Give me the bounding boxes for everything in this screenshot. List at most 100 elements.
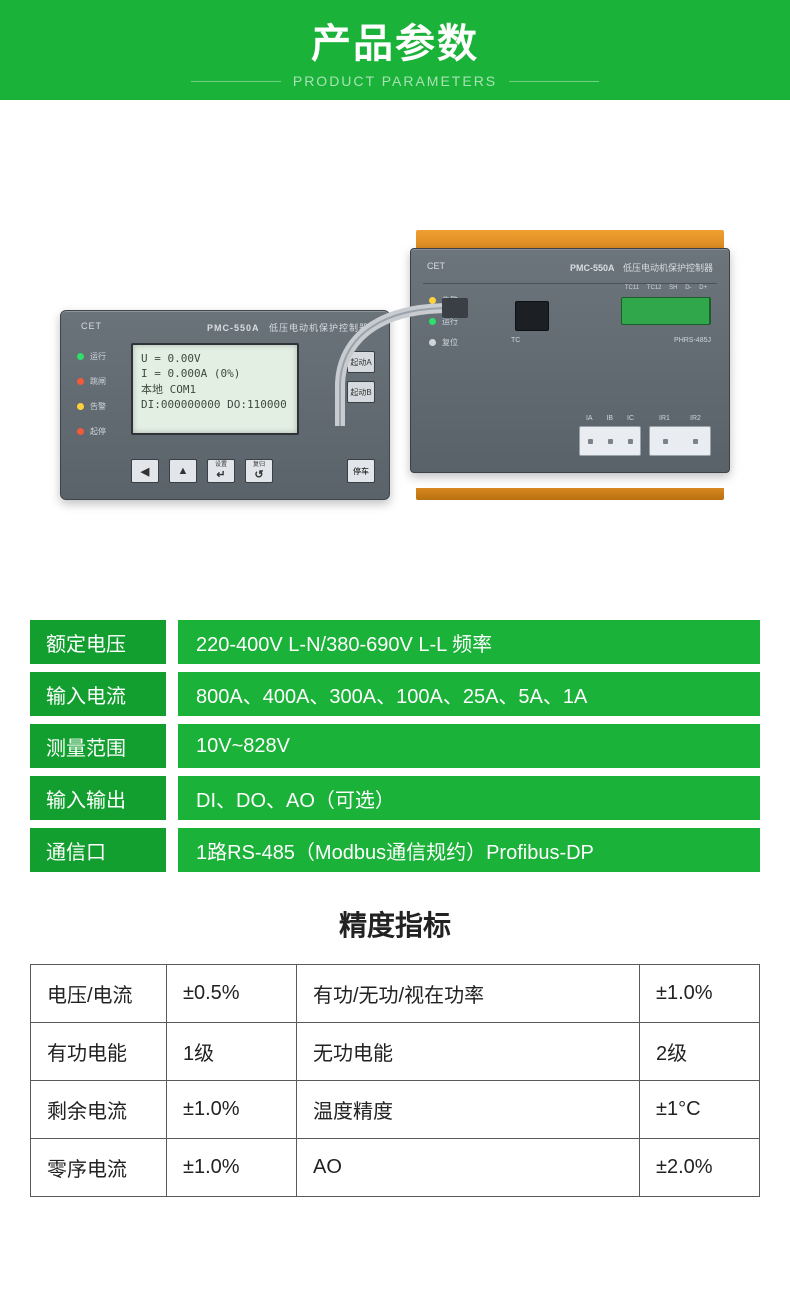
port-label: PHRS-485J bbox=[674, 337, 711, 344]
bottom-button-group: ◀ ▲ 设置↵ 复归↺ bbox=[131, 459, 273, 483]
led-icon bbox=[77, 378, 84, 385]
table-row: 有功电能1级无功电能2级 bbox=[31, 1023, 760, 1081]
model-label: PMC-550A bbox=[570, 263, 615, 273]
header-banner: 产品参数 PRODUCT PARAMETERS bbox=[0, 0, 790, 100]
led-row: 跳闸 bbox=[77, 376, 106, 387]
connector1-labels: IA IB IC bbox=[579, 415, 641, 422]
table-row: 剩余电流±1.0%温度精度±1°C bbox=[31, 1081, 760, 1139]
header-subtitle-wrap: PRODUCT PARAMETERS bbox=[191, 73, 599, 89]
model-label: PMC-550A bbox=[207, 323, 260, 333]
spec-row: 输入输出 DI、DO、AO（可选） bbox=[30, 776, 760, 820]
brand-logo: CET bbox=[427, 261, 445, 274]
table-cell: 无功电能 bbox=[297, 1023, 640, 1081]
spec-value: 1路RS-485（Modbus通信规约）Profibus-DP bbox=[178, 828, 760, 872]
led-icon bbox=[77, 428, 84, 435]
connector-white-1 bbox=[579, 426, 641, 456]
led-label: 复位 bbox=[442, 337, 458, 348]
port-label-row: TC PHRS-485J bbox=[511, 337, 711, 344]
nav-button[interactable]: ▲ bbox=[169, 459, 197, 483]
spec-row: 输入电流 800A、400A、300A、100A、25A、5A、1A bbox=[30, 672, 760, 716]
table-cell: 1级 bbox=[167, 1023, 297, 1081]
terminal-label: D+ bbox=[699, 285, 707, 291]
nav-button[interactable]: 设置↵ bbox=[207, 459, 235, 483]
side-button-group: 起动A 起动B bbox=[347, 351, 375, 403]
led-label: 起停 bbox=[90, 426, 106, 437]
spec-row: 额定电压220-400V L-N/380-690V L-L 频率 bbox=[30, 620, 760, 664]
led-icon bbox=[77, 403, 84, 410]
spec-table: 额定电压220-400V L-N/380-690V L-L 频率输入电流 800A… bbox=[0, 620, 790, 872]
lcd-line: 本地 COM1 bbox=[141, 382, 289, 397]
table-row: 零序电流±1.0%AO±2.0% bbox=[31, 1139, 760, 1197]
main-unit-rail-bottom bbox=[416, 488, 724, 500]
table-cell: 温度精度 bbox=[297, 1081, 640, 1139]
led-row: 运行 bbox=[77, 351, 106, 362]
table-row: 电压/电流±0.5%有功/无功/视在功率±1.0% bbox=[31, 965, 760, 1023]
connector2-labels: IR1 IR2 bbox=[649, 415, 711, 422]
led-icon bbox=[429, 297, 436, 304]
port-label: TC bbox=[511, 337, 520, 344]
model-subtitle: 低压电动机保护控制器 bbox=[623, 263, 713, 273]
led-row: 起停 bbox=[77, 426, 106, 437]
spec-label: 输入电流 bbox=[30, 672, 166, 716]
display-led-column: 运行跳闸告警起停 bbox=[77, 351, 106, 437]
table-cell: 电压/电流 bbox=[31, 965, 167, 1023]
table-cell: ±1.0% bbox=[640, 965, 760, 1023]
terminal-label: D- bbox=[685, 285, 691, 291]
table-cell: ±1°C bbox=[640, 1081, 760, 1139]
terminal-labels: TC11 TC12 SH D- D+ bbox=[621, 285, 711, 291]
led-label: 运行 bbox=[90, 351, 106, 362]
product-image-area: CET PMC-550A 低压电动机保护控制器 运行跳闸告警起停 U = 0.0… bbox=[0, 100, 790, 620]
spec-row: 通信口1路RS-485（Modbus通信规约）Profibus-DP bbox=[30, 828, 760, 872]
brand-logo: CET bbox=[81, 321, 102, 334]
led-row: 告警 bbox=[77, 401, 106, 412]
nav-button[interactable]: 复归↺ bbox=[245, 459, 273, 483]
divider bbox=[423, 283, 717, 284]
spec-value: 10V~828V bbox=[178, 724, 760, 768]
connector-label: IC bbox=[627, 415, 634, 422]
main-unit-rail-top bbox=[416, 230, 724, 250]
table-cell: AO bbox=[297, 1139, 640, 1197]
header-line-left bbox=[191, 81, 281, 82]
table-cell: ±0.5% bbox=[167, 965, 297, 1023]
table-cell: ±1.0% bbox=[167, 1081, 297, 1139]
main-led-column: 告警运行复位 bbox=[429, 295, 458, 348]
connector-white-2 bbox=[649, 426, 711, 456]
lcd-line: I = 0.000A (0%) bbox=[141, 366, 289, 381]
connector-label: IA bbox=[586, 415, 593, 422]
spec-label: 测量范围 bbox=[30, 724, 166, 768]
table-cell: ±1.0% bbox=[167, 1139, 297, 1197]
led-label: 运行 bbox=[442, 316, 458, 327]
led-row: 复位 bbox=[429, 337, 458, 348]
led-icon bbox=[429, 318, 436, 325]
table-cell: 有功/无功/视在功率 bbox=[297, 965, 640, 1023]
side-button[interactable]: 起动B bbox=[347, 381, 375, 403]
led-icon bbox=[77, 353, 84, 360]
spec-label: 输入输出 bbox=[30, 776, 166, 820]
lcd-line: U = 0.00V bbox=[141, 351, 289, 366]
spec-row: 测量范围 10V~828V bbox=[30, 724, 760, 768]
led-icon bbox=[429, 339, 436, 346]
main-unit-body: CET PMC-550A 低压电动机保护控制器 告警运行复位 TC11 TC12 S… bbox=[410, 248, 730, 473]
connector-label: IR2 bbox=[690, 415, 701, 422]
terminal-label: SH bbox=[669, 285, 677, 291]
device-display-panel: CET PMC-550A 低压电动机保护控制器 运行跳闸告警起停 U = 0.0… bbox=[60, 310, 390, 500]
terminal-label: TC11 bbox=[625, 285, 639, 291]
device-main-unit: CET PMC-550A 低压电动机保护控制器 告警运行复位 TC11 TC12 S… bbox=[410, 230, 730, 500]
table-cell: 零序电流 bbox=[31, 1139, 167, 1197]
led-row: 告警 bbox=[429, 295, 458, 306]
table-cell: 有功电能 bbox=[31, 1023, 167, 1081]
side-button[interactable]: 起动A bbox=[347, 351, 375, 373]
table-cell: 剩余电流 bbox=[31, 1081, 167, 1139]
terminal-label: TC12 bbox=[647, 285, 662, 291]
nav-button[interactable]: ◀ bbox=[131, 459, 159, 483]
connector-label: IR1 bbox=[659, 415, 670, 422]
accuracy-title: 精度指标 bbox=[0, 904, 790, 944]
table-cell: ±2.0% bbox=[640, 1139, 760, 1197]
connector-label: IB bbox=[606, 415, 613, 422]
model-subtitle: 低压电动机保护控制器 bbox=[269, 323, 369, 333]
led-label: 跳闸 bbox=[90, 376, 106, 387]
spec-value: 800A、400A、300A、100A、25A、5A、1A bbox=[178, 672, 760, 716]
stop-button[interactable]: 停车 bbox=[347, 459, 375, 483]
spec-value: DI、DO、AO（可选） bbox=[178, 776, 760, 820]
table-cell: 2级 bbox=[640, 1023, 760, 1081]
